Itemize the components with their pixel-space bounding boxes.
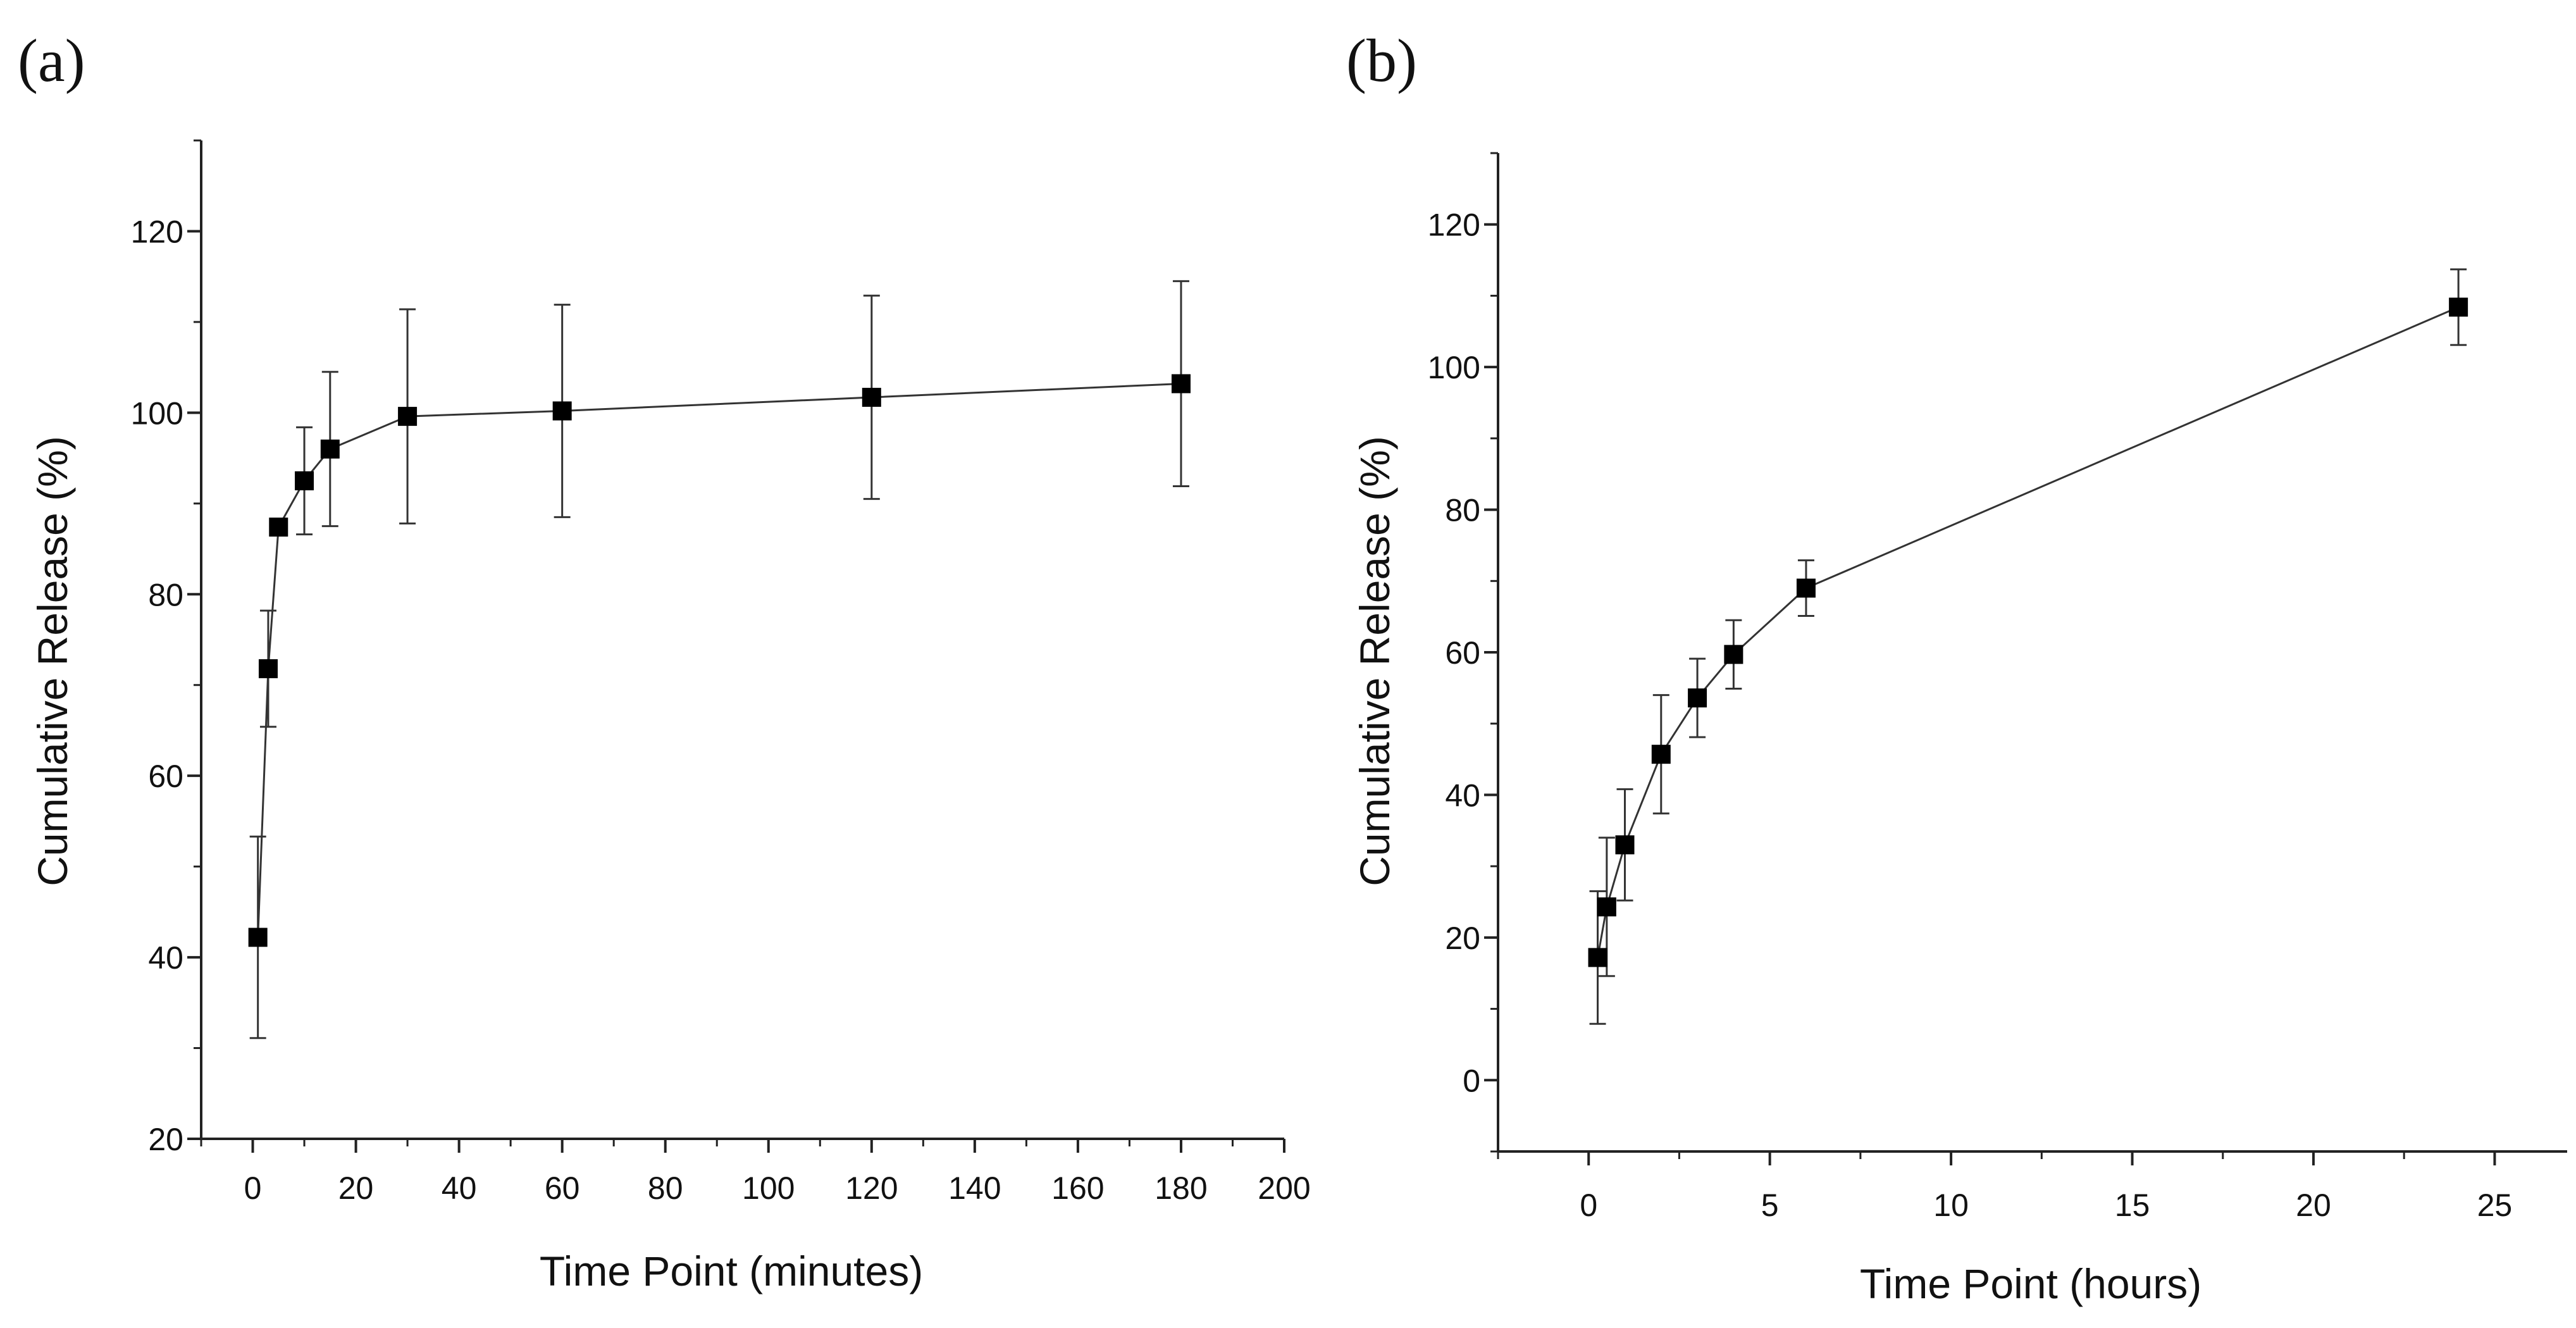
panel-b-data-point xyxy=(1651,745,1671,764)
panel-a-y-tick-label: 80 xyxy=(148,577,183,612)
panel-b-data-point xyxy=(1615,835,1635,855)
panel-a-ticks: 0 20 40 60 80 100 120 140 160 180 200 20 40 60 80 100 12… xyxy=(131,139,1311,1206)
panel-a-data-point xyxy=(295,471,314,490)
panel-a-data-point xyxy=(258,659,278,678)
panel-b-x-tick-label: 25 xyxy=(2477,1188,2513,1223)
panel-a-x-tick-label: 160 xyxy=(1051,1170,1104,1206)
panel-b-y-tick-label: 20 xyxy=(1445,921,1480,956)
panel-a-data-point xyxy=(398,407,418,426)
panel-a-x-axis-label: Time Point (minutes) xyxy=(540,1248,923,1294)
panel-b-y-tick-label: 80 xyxy=(1445,493,1480,528)
panel-a-axes xyxy=(200,140,1284,1140)
panel-b-y-axis-label: Cumulative Release (%) xyxy=(1351,436,1398,886)
panel-a-y-tick-label: 120 xyxy=(131,214,183,249)
panel-b-chart: (b) 0 5 10 15 20 25 0 20 40 60 80 100 120 Time Point… xyxy=(1346,27,2567,1307)
panel-a-data-point xyxy=(248,928,268,947)
panel-a-x-tick-label: 60 xyxy=(545,1170,580,1206)
panel-b-y-tick-label: 120 xyxy=(1428,208,1480,243)
panel-b-ticks: 0 5 10 15 20 25 0 20 40 60 80 100 120 xyxy=(1428,152,2513,1223)
panel-a-data-point xyxy=(862,387,881,407)
panel-a-y-tick-label: 100 xyxy=(131,395,183,431)
panel-b-series-line xyxy=(1597,306,2459,958)
panel-b-x-tick-label: 15 xyxy=(2115,1188,2150,1223)
panel-b-data-point xyxy=(1724,645,1743,664)
panel-b-x-tick-label: 20 xyxy=(2296,1188,2331,1223)
panel-a-x-tick-label: 40 xyxy=(442,1170,477,1206)
panel-b-data-point xyxy=(2449,297,2468,317)
panel-a-x-tick-label: 120 xyxy=(845,1170,898,1206)
panel-a-x-tick-label: 20 xyxy=(338,1170,374,1206)
panel-b-y-tick-label: 100 xyxy=(1428,350,1480,385)
panel-a-y-tick-label: 60 xyxy=(148,759,183,794)
panel-a-x-tick-label: 100 xyxy=(742,1170,795,1206)
panel-a-data-point xyxy=(320,439,340,459)
panel-a-x-tick-label: 140 xyxy=(948,1170,1001,1206)
panel-a-x-tick-label: 0 xyxy=(244,1170,262,1206)
panel-b-axes xyxy=(1497,153,2567,1153)
panel-b-x-tick-label: 0 xyxy=(1580,1188,1597,1223)
panel-a-data-point xyxy=(269,518,288,537)
panel-b-x-axis-label: Time Point (hours) xyxy=(1860,1260,2201,1307)
panel-b-y-tick-label: 0 xyxy=(1463,1063,1480,1098)
panel-a-x-tick-label: 200 xyxy=(1258,1170,1310,1206)
panel-b-marks xyxy=(1588,268,2468,1025)
panel-a-y-tick-label: 20 xyxy=(148,1122,183,1157)
panel-a-chart: (a) 0 20 40 60 80 100 120 140 160 180 200 20 40 60 80 1… xyxy=(18,27,1311,1294)
panel-a-series-line xyxy=(257,382,1182,938)
panel-b-x-tick-label: 5 xyxy=(1761,1188,1779,1223)
panel-b-data-point xyxy=(1588,948,1607,967)
panel-b-data-point xyxy=(1796,578,1816,598)
panel-a-label: (a) xyxy=(18,27,85,94)
panel-a-y-axis-label: Cumulative Release (%) xyxy=(29,436,76,886)
panel-b-data-point xyxy=(1597,897,1616,917)
panel-a-marks xyxy=(248,280,1191,1039)
panel-a-data-point xyxy=(1171,374,1191,394)
panel-a-y-tick-label: 40 xyxy=(148,940,183,976)
panel-b-y-tick-label: 40 xyxy=(1445,778,1480,813)
panel-a-x-tick-label: 180 xyxy=(1155,1170,1207,1206)
panel-b-label: (b) xyxy=(1346,27,1417,94)
panel-a-x-tick-label: 80 xyxy=(648,1170,683,1206)
panel-b-y-tick-label: 60 xyxy=(1445,635,1480,671)
panel-b-data-point xyxy=(1688,688,1707,708)
panel-a-data-point xyxy=(552,401,572,421)
panel-b-x-tick-label: 10 xyxy=(1933,1188,1969,1223)
